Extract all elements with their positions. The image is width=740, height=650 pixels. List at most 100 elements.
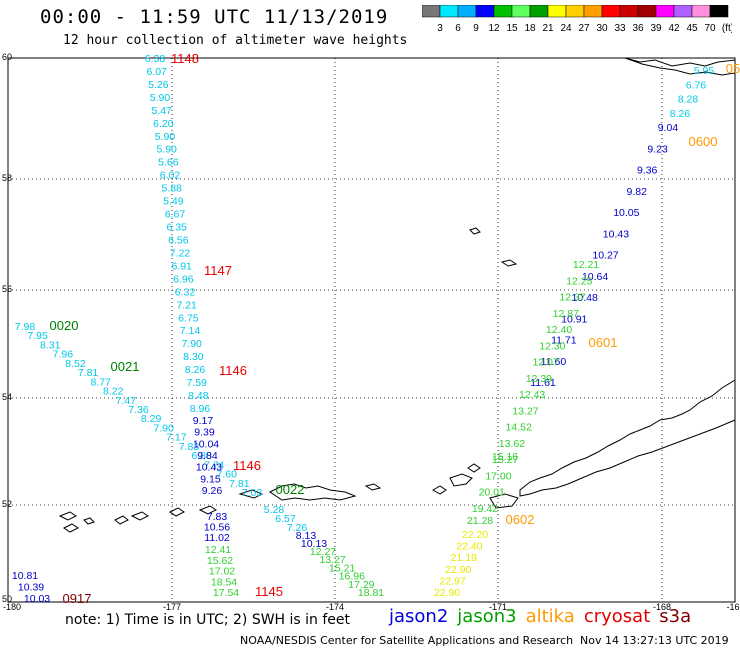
satellite-legend-item: jason2 (389, 606, 449, 627)
colorbar-tick-label: 42 (668, 23, 680, 34)
colorbar-tick-label: 15 (506, 23, 518, 34)
wave-height-value: 9.15 (200, 473, 221, 485)
wave-height-value: 8.30 (183, 351, 204, 363)
satellite-legend-item: cryosat (583, 606, 651, 627)
wave-height-value: 7.98 (15, 321, 36, 333)
wave-height-value: 12.27 (310, 546, 336, 558)
pass-time-label: 0020 (50, 318, 79, 333)
wave-height-value: 6.91 (171, 260, 192, 272)
pass-time-label: 0602 (506, 512, 535, 527)
wave-height-value: 7.74 (204, 459, 225, 471)
wave-height-value: 5.26 (148, 79, 169, 91)
island-coastline (364, 483, 382, 491)
wave-height-value: 10.56 (204, 522, 230, 534)
alaska-coastline (624, 57, 736, 76)
wave-height-value: 9.17 (193, 415, 214, 427)
satellite-legend: jason2 jason3 altika cryosat s3a (389, 606, 700, 627)
wave-height-value: 9.23 (647, 143, 668, 155)
wave-height-value: 10.39 (18, 582, 44, 594)
latitude-label: 56 (2, 284, 12, 294)
satellite-legend-item: altika (525, 606, 575, 627)
wave-height-value: 16.96 (339, 571, 365, 583)
latitude-label: 60 (2, 52, 12, 62)
colorbar-tick-label: 3 (437, 23, 443, 34)
wave-height-value: 12.40 (546, 324, 572, 336)
wave-height-value: 8.31 (40, 339, 61, 351)
latitude-label: 54 (2, 392, 12, 402)
wave-height-value: 12.39 (526, 373, 552, 385)
wave-height-value: 12.87 (553, 308, 579, 320)
island-coastline (83, 517, 95, 525)
colorbar-tick-label: 39 (650, 23, 662, 34)
wave-height-value: 6.96 (173, 273, 194, 285)
fox-islands-coastline (449, 473, 473, 487)
generated-timestamp: Nov 14 13:27:13 UTC 2019 (580, 634, 729, 647)
colorbar-tick-label: 21 (542, 23, 554, 34)
colorbar-tick-label: 9 (473, 23, 479, 34)
wave-height-value: 8.52 (65, 358, 86, 370)
pribilof-coastline (500, 259, 518, 267)
pribilof-coastline (469, 227, 481, 235)
wave-height-value: 7.95 (27, 330, 48, 342)
wave-height-value: 8.22 (103, 386, 124, 398)
wave-height-value: 10.64 (582, 271, 608, 283)
pass-time-label: 05 (726, 61, 740, 76)
wave-height-value: 13.62 (499, 438, 525, 450)
colorbar-tick-label: 27 (578, 23, 590, 34)
wave-height-value: 8.26 (670, 108, 691, 120)
wave-height-value: 10.03 (24, 593, 50, 605)
colorbar-swatch (709, 5, 729, 18)
pass-time-label: 1146 (219, 363, 247, 378)
altimeter-tracks: 6.386.075.265.905.476.205.905.905.666.02… (12, 51, 740, 606)
wave-height-value: 13.27 (512, 405, 538, 417)
wave-height-value: 7.81 (78, 367, 99, 379)
island-coastline (130, 511, 149, 521)
island-coastline (169, 507, 185, 517)
pass-time-label: 1146 (233, 458, 261, 473)
wave-height-value: 9.39 (194, 427, 215, 439)
colorbar-tick-label: 18 (524, 23, 536, 34)
map-frame (7, 57, 736, 603)
wave-height-value: 12.07 (532, 357, 558, 369)
wave-height-value: 7.22 (170, 247, 191, 259)
colorbar-tick-label: 33 (614, 23, 626, 34)
island-coastline (63, 523, 79, 533)
wave-height-value: 8.28 (678, 94, 699, 106)
wave-height-value: 9.04 (658, 122, 679, 134)
island-coastline (198, 505, 217, 515)
wave-height-value: 6.02 (160, 170, 181, 182)
wave-height-value: 5.90 (150, 92, 171, 104)
wave-height-value: 7.36 (128, 404, 149, 416)
wave-height-value: 15.27 (492, 454, 518, 466)
wave-height-value: 10.48 (572, 292, 598, 304)
island-coastline (58, 511, 77, 521)
map-title: 00:00 - 11:59 UTC 11/13/2019 (40, 6, 389, 28)
wave-height-value: 8.26 (185, 364, 206, 376)
longitude-label: -180 (3, 602, 21, 612)
wave-height-value: 6.07 (146, 66, 167, 78)
wave-height-value: 15.62 (207, 555, 233, 567)
wave-height-value: 7.90 (154, 422, 175, 434)
wave-height-value: 12.37 (559, 292, 585, 304)
wave-height-value: 21.19 (451, 552, 477, 564)
pass-time-label: 0917 (63, 591, 92, 606)
wave-height-value: 22.90 (434, 587, 460, 599)
wave-height-value: 17.02 (209, 566, 235, 578)
wave-height-value: 14.52 (506, 422, 532, 434)
wave-height-value: 7.96 (53, 349, 74, 361)
wave-height-value: 9.82 (627, 186, 648, 198)
wave-height-value: 10.27 (592, 250, 618, 262)
wave-height-value: 8.48 (188, 390, 209, 402)
wave-height-value: 6.20 (153, 118, 174, 130)
colorbar-tick-label: 24 (560, 23, 572, 34)
coastlines (58, 57, 736, 533)
wave-height-value: 6.75 (178, 312, 199, 324)
wave-height-value: 17.29 (348, 579, 374, 591)
wave-height-value: 21.28 (467, 515, 493, 527)
colorbar-tick-label: 12 (488, 23, 500, 34)
wave-height-value: 17.00 (485, 470, 511, 482)
wave-height-value: 10.04 (193, 438, 219, 450)
wave-height-value: 22.20 (462, 529, 488, 541)
pass-time-label: 1145 (255, 584, 283, 599)
